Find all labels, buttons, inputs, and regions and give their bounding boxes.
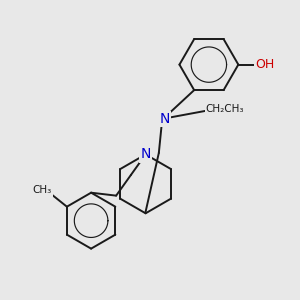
Text: CH₂CH₃: CH₂CH₃ [206,104,244,114]
Text: N: N [160,112,170,126]
Text: OH: OH [255,58,274,71]
Text: N: N [140,147,151,161]
Text: CH₃: CH₃ [32,185,52,196]
